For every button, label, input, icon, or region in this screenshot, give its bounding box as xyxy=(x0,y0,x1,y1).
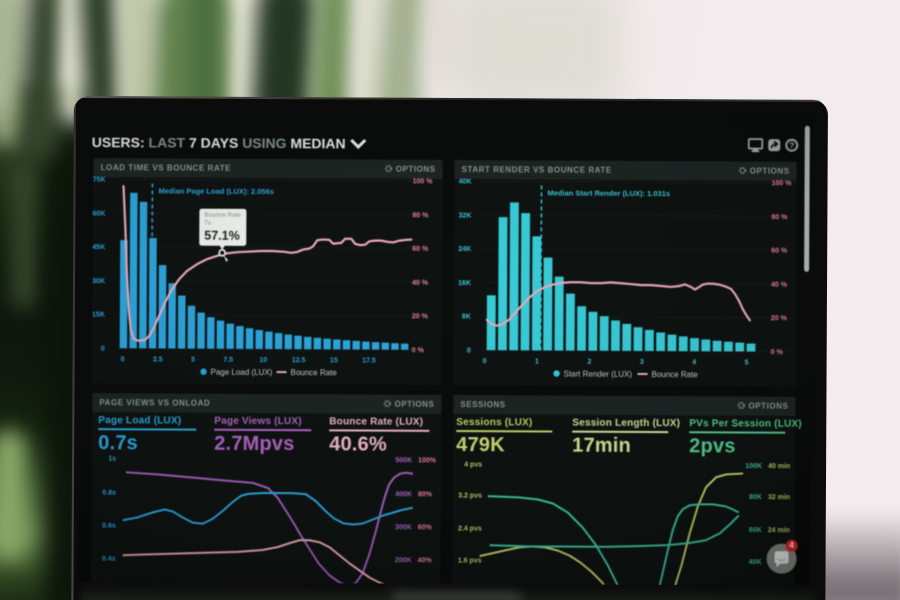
svg-text:17.5: 17.5 xyxy=(362,358,376,365)
svg-text:2: 2 xyxy=(587,359,591,366)
svg-text:7.5: 7.5 xyxy=(223,357,233,364)
svg-text:12.5: 12.5 xyxy=(292,357,306,364)
svg-text:400K: 400K xyxy=(395,491,412,498)
svg-text:40 min: 40 min xyxy=(768,463,790,470)
svg-text:0: 0 xyxy=(101,346,105,353)
svg-text:Page Load (LUX): Page Load (LUX) xyxy=(211,368,273,377)
svg-text:80K: 80K xyxy=(749,494,762,501)
svg-text:24K: 24K xyxy=(458,246,471,253)
svg-text:0: 0 xyxy=(467,348,471,355)
svg-text:80%: 80% xyxy=(418,491,433,498)
svg-text:32 min: 32 min xyxy=(768,494,790,501)
svg-text:0 %: 0 % xyxy=(412,347,425,354)
svg-text:60 %: 60 % xyxy=(771,248,788,255)
svg-text:Bounce Rate: Bounce Rate xyxy=(291,368,338,377)
svg-text:32K: 32K xyxy=(459,212,472,219)
svg-text:75K: 75K xyxy=(93,177,106,184)
svg-text:3.2 pvs: 3.2 pvs xyxy=(458,493,482,500)
svg-text:1: 1 xyxy=(535,358,539,365)
svg-text:20 %: 20 % xyxy=(412,313,429,320)
svg-text:2.5: 2.5 xyxy=(153,356,163,363)
svg-text:40K: 40K xyxy=(459,179,472,186)
svg-text:1s: 1s xyxy=(108,456,116,463)
svg-text:100 %: 100 % xyxy=(413,178,434,185)
svg-text:4 pvs: 4 pvs xyxy=(464,462,482,469)
svg-text:8K: 8K xyxy=(462,314,471,321)
svg-text:0: 0 xyxy=(121,356,125,363)
svg-text:60 %: 60 % xyxy=(412,246,429,253)
svg-text:0: 0 xyxy=(483,358,487,365)
svg-text:Median Start Render (LUX): 1.0: Median Start Render (LUX): 1.031s xyxy=(547,188,670,198)
svg-text:Median Page Load (LUX): 2.056s: Median Page Load (LUX): 2.056s xyxy=(158,186,273,196)
svg-text:45K: 45K xyxy=(92,244,105,251)
svg-text:500K: 500K xyxy=(395,457,412,464)
svg-text:5: 5 xyxy=(745,360,749,367)
svg-text:16K: 16K xyxy=(458,280,471,287)
svg-text:0.6s: 0.6s xyxy=(102,523,116,530)
svg-text:40 %: 40 % xyxy=(412,280,429,287)
svg-text:60K: 60K xyxy=(93,210,106,217)
svg-text:?: ? xyxy=(789,140,794,150)
svg-text:40%: 40% xyxy=(418,557,433,564)
svg-text:0 %: 0 % xyxy=(771,349,784,356)
svg-text:10: 10 xyxy=(260,357,268,364)
svg-text:100 %: 100 % xyxy=(772,180,793,187)
svg-text:Bounce Rate: Bounce Rate xyxy=(652,370,699,379)
svg-text:0.4s: 0.4s xyxy=(102,556,116,563)
svg-text:24 min: 24 min xyxy=(768,527,790,534)
svg-text:60K: 60K xyxy=(749,527,762,534)
svg-text:3: 3 xyxy=(640,359,644,366)
svg-text:15: 15 xyxy=(330,357,338,364)
svg-text:100%: 100% xyxy=(418,457,437,464)
svg-text:300K: 300K xyxy=(395,524,412,531)
svg-text:40K: 40K xyxy=(749,559,762,566)
svg-text:80 %: 80 % xyxy=(412,212,429,219)
svg-text:200K: 200K xyxy=(395,557,412,564)
svg-text:80 %: 80 % xyxy=(771,214,788,221)
svg-text:20 %: 20 % xyxy=(771,315,788,322)
svg-text:30K: 30K xyxy=(92,278,105,285)
svg-text:2.4 pvs: 2.4 pvs xyxy=(458,526,482,533)
svg-text:5: 5 xyxy=(191,357,195,364)
svg-text:40 %: 40 % xyxy=(771,282,788,289)
svg-text:100K: 100K xyxy=(745,463,762,470)
svg-text:15K: 15K xyxy=(92,312,105,319)
svg-text:0.8s: 0.8s xyxy=(102,490,116,497)
svg-text:1.6 pvs: 1.6 pvs xyxy=(458,558,482,565)
svg-text:Start Render (LUX): Start Render (LUX) xyxy=(564,370,633,379)
svg-text:4: 4 xyxy=(692,359,696,366)
svg-text:60%: 60% xyxy=(418,524,433,531)
